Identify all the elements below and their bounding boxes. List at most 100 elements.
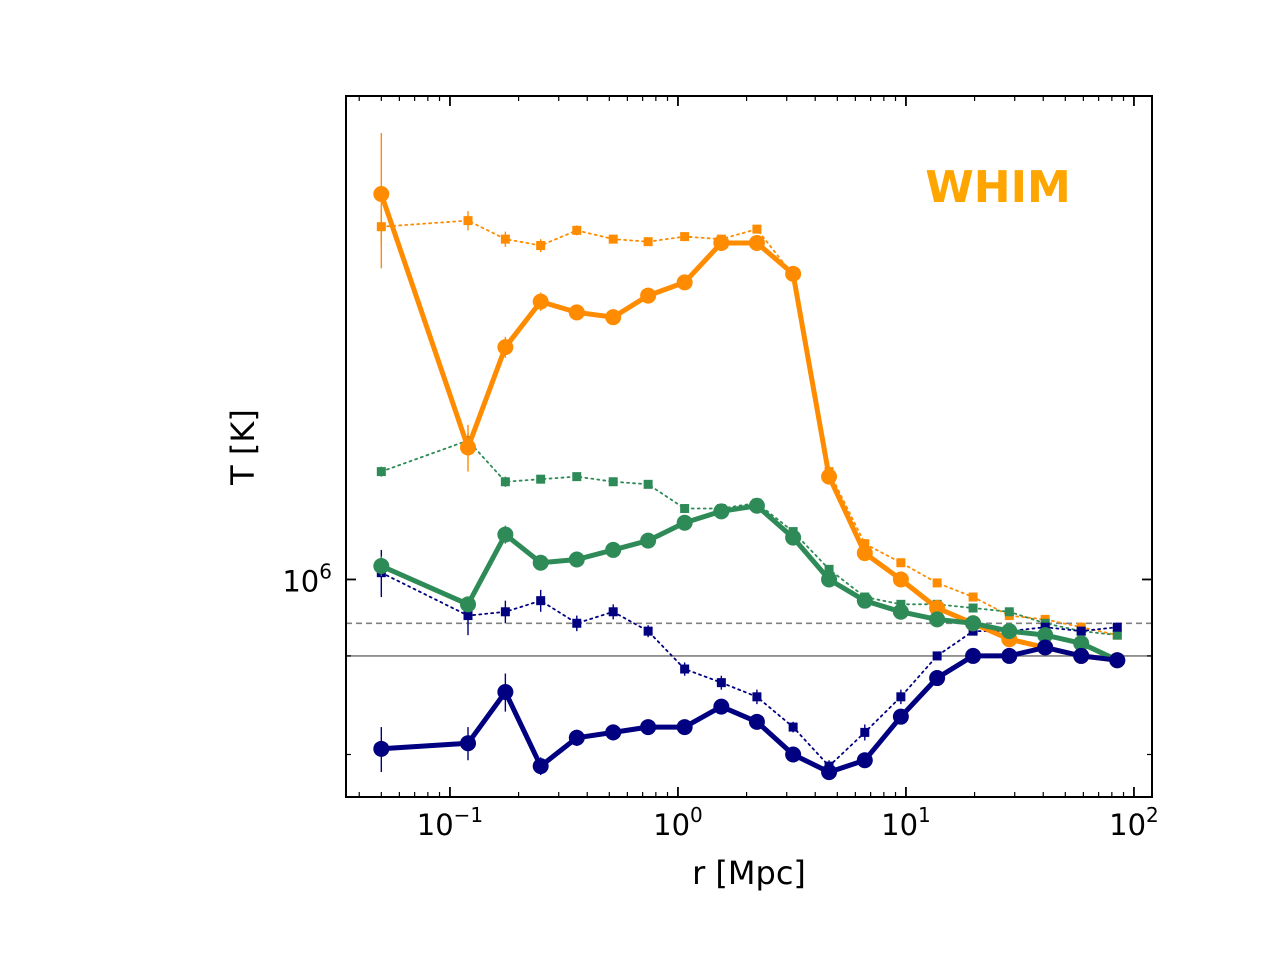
navy-mean-line (378, 645, 1120, 775)
green-mean-point (821, 571, 838, 588)
orange-median-point (680, 232, 690, 242)
orange-mean-point (460, 439, 477, 456)
green-mean-point (1037, 627, 1054, 644)
orange-mean-point (568, 304, 585, 321)
navy-mean-point (605, 724, 622, 741)
green-mean-point (373, 558, 390, 575)
orange-mean-point (856, 545, 873, 562)
orange-median-point (860, 539, 870, 549)
orange-mean-point (929, 600, 946, 617)
green-mean-point (892, 603, 909, 620)
navy-mean-point (821, 764, 838, 781)
orange-median-point (608, 234, 618, 244)
green-median-point (643, 479, 653, 489)
x-tick-label: 102 (1109, 803, 1159, 842)
plot-frame (345, 95, 1153, 798)
whim-annotation: WHIM (925, 162, 1071, 213)
x-axis-label: r [Mpc] (692, 854, 806, 892)
green-mean-point (713, 503, 730, 520)
navy-mean-point (568, 729, 585, 746)
orange-median-point (500, 234, 510, 244)
x-tick-label: 100 (653, 803, 703, 842)
green-mean-series (373, 497, 1126, 669)
orange-mean-point (821, 468, 838, 485)
navy-mean-point (748, 713, 765, 730)
green-median-point (1112, 630, 1122, 640)
y-tick-label: 106 (282, 559, 332, 598)
y-axis-label: T [K] (224, 409, 262, 486)
green-median-point (1004, 607, 1014, 617)
orange-mean-point (785, 265, 802, 282)
orange-mean-point (605, 309, 622, 326)
green-mean-point (929, 611, 946, 628)
green-mean-point (965, 615, 982, 632)
navy-mean-series (373, 639, 1126, 781)
navy-median-point (860, 727, 870, 737)
navy-mean-point (785, 746, 802, 763)
orange-mean-point (748, 234, 765, 251)
navy-mean-point (1109, 652, 1126, 669)
orange-mean-point (373, 186, 390, 203)
green-median-point (824, 564, 834, 574)
navy-mean-point (892, 708, 909, 725)
orange-mean-point (532, 293, 549, 310)
green-mean-point (640, 532, 657, 549)
navy-mean-point (532, 758, 549, 775)
navy-median-point (788, 722, 798, 732)
orange-mean-point (892, 571, 909, 588)
navy-mean-point (497, 684, 514, 701)
navy-median-point (716, 678, 726, 688)
x-tick-label: 10−1 (417, 803, 483, 842)
green-median-point (608, 477, 618, 487)
orange-mean-point (676, 274, 693, 291)
navy-median-point (680, 664, 690, 674)
navy-mean-point (1001, 647, 1018, 664)
navy-mean-point (929, 670, 946, 687)
orange-median-point (752, 224, 762, 234)
orange-median-point (536, 241, 546, 251)
green-median-point (536, 474, 546, 484)
green-mean-point (1001, 623, 1018, 640)
navy-mean-point (640, 719, 657, 736)
navy-mean-point (373, 740, 390, 757)
navy-median-point (643, 626, 653, 636)
green-mean-point (605, 541, 622, 558)
x-tick-label: 101 (881, 803, 931, 842)
navy-median-point (463, 611, 473, 621)
orange-median-point (463, 216, 473, 226)
navy-median-point (932, 651, 942, 661)
green-median-series (376, 433, 1122, 640)
green-median-line (380, 439, 1119, 636)
green-mean-point (676, 514, 693, 531)
navy-median-point (1076, 626, 1086, 636)
green-mean-point (856, 592, 873, 609)
navy-mean-point (1037, 639, 1054, 656)
green-mean-point (532, 554, 549, 571)
navy-median-point (536, 596, 546, 606)
data-series (373, 133, 1126, 781)
tick-labels: 10−1 100 101 102 106 (282, 559, 1158, 842)
green-mean-point (460, 596, 477, 613)
navy-median-point (1112, 622, 1122, 632)
green-median-point (968, 603, 978, 613)
green-mean-point (1073, 635, 1090, 652)
green-median-point (572, 472, 582, 482)
navy-median-point (896, 692, 906, 702)
green-mean-point (748, 497, 765, 514)
orange-median-point (643, 237, 653, 247)
navy-median-line (380, 571, 1119, 767)
orange-median-point (572, 225, 582, 235)
orange-mean-line (378, 191, 1120, 663)
orange-mean-point (640, 287, 657, 304)
navy-mean-point (856, 752, 873, 769)
orange-median-series (376, 208, 1122, 640)
navy-mean-point (965, 647, 982, 664)
navy-median-point (500, 607, 510, 617)
green-median-point (500, 477, 510, 487)
navy-median-point (752, 692, 762, 702)
orange-mean-point (497, 339, 514, 356)
orange-mean-point (713, 234, 730, 251)
orange-median-line (380, 219, 1119, 636)
axis-ticks (346, 96, 1152, 797)
